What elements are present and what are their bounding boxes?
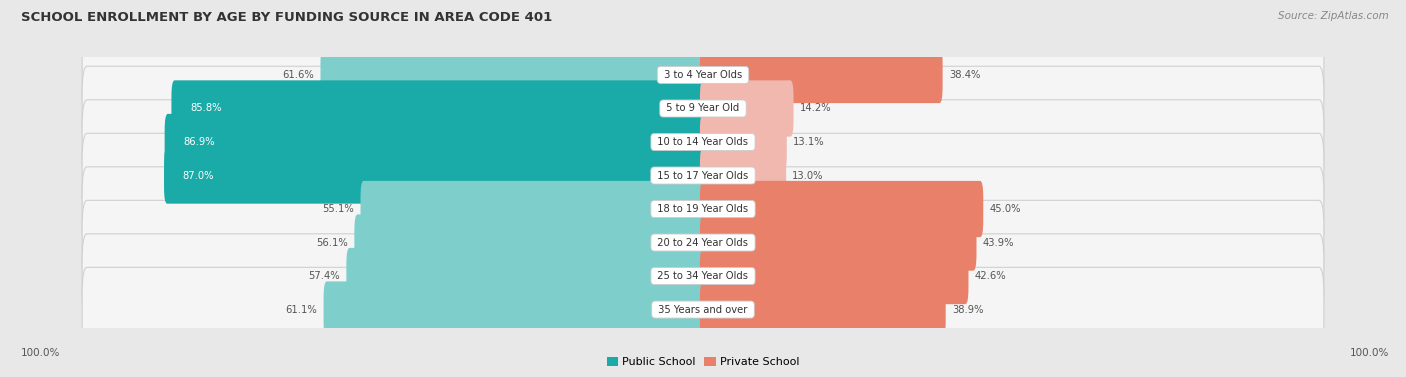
Text: 43.9%: 43.9%	[983, 238, 1014, 248]
Text: Source: ZipAtlas.com: Source: ZipAtlas.com	[1278, 11, 1389, 21]
Text: 61.1%: 61.1%	[285, 305, 318, 314]
FancyBboxPatch shape	[700, 248, 969, 304]
FancyBboxPatch shape	[82, 133, 1324, 218]
FancyBboxPatch shape	[172, 80, 706, 136]
Text: 45.0%: 45.0%	[990, 204, 1021, 214]
Text: 85.8%: 85.8%	[190, 104, 221, 113]
Text: 15 to 17 Year Olds: 15 to 17 Year Olds	[654, 170, 752, 181]
Text: SCHOOL ENROLLMENT BY AGE BY FUNDING SOURCE IN AREA CODE 401: SCHOOL ENROLLMENT BY AGE BY FUNDING SOUR…	[21, 11, 553, 24]
FancyBboxPatch shape	[700, 215, 977, 271]
FancyBboxPatch shape	[700, 281, 946, 338]
Text: 5 to 9 Year Old: 5 to 9 Year Old	[664, 104, 742, 113]
FancyBboxPatch shape	[82, 267, 1324, 352]
FancyBboxPatch shape	[360, 181, 706, 237]
FancyBboxPatch shape	[82, 167, 1324, 251]
FancyBboxPatch shape	[700, 147, 786, 204]
Text: 86.9%: 86.9%	[183, 137, 215, 147]
Text: 57.4%: 57.4%	[308, 271, 340, 281]
Text: 38.9%: 38.9%	[952, 305, 983, 314]
FancyBboxPatch shape	[700, 114, 787, 170]
FancyBboxPatch shape	[82, 33, 1324, 117]
Text: 55.1%: 55.1%	[322, 204, 354, 214]
FancyBboxPatch shape	[165, 114, 706, 170]
Text: 13.0%: 13.0%	[793, 170, 824, 181]
Text: 38.4%: 38.4%	[949, 70, 980, 80]
FancyBboxPatch shape	[700, 181, 983, 237]
Text: 3 to 4 Year Olds: 3 to 4 Year Olds	[661, 70, 745, 80]
Text: 18 to 19 Year Olds: 18 to 19 Year Olds	[654, 204, 752, 214]
Text: 100.0%: 100.0%	[21, 348, 60, 358]
FancyBboxPatch shape	[82, 200, 1324, 285]
FancyBboxPatch shape	[165, 147, 706, 204]
Text: 56.1%: 56.1%	[316, 238, 349, 248]
FancyBboxPatch shape	[82, 66, 1324, 151]
FancyBboxPatch shape	[346, 248, 706, 304]
Text: 13.1%: 13.1%	[793, 137, 824, 147]
Text: 14.2%: 14.2%	[800, 104, 831, 113]
Text: 10 to 14 Year Olds: 10 to 14 Year Olds	[654, 137, 752, 147]
Text: 87.0%: 87.0%	[183, 170, 214, 181]
FancyBboxPatch shape	[82, 100, 1324, 184]
FancyBboxPatch shape	[700, 80, 793, 136]
Text: 100.0%: 100.0%	[1350, 348, 1389, 358]
FancyBboxPatch shape	[82, 234, 1324, 318]
FancyBboxPatch shape	[321, 47, 706, 103]
Legend: Public School, Private School: Public School, Private School	[602, 352, 804, 371]
FancyBboxPatch shape	[354, 215, 706, 271]
FancyBboxPatch shape	[700, 47, 942, 103]
Text: 25 to 34 Year Olds: 25 to 34 Year Olds	[654, 271, 752, 281]
FancyBboxPatch shape	[323, 281, 706, 338]
Text: 20 to 24 Year Olds: 20 to 24 Year Olds	[654, 238, 752, 248]
Text: 35 Years and over: 35 Years and over	[655, 305, 751, 314]
Text: 42.6%: 42.6%	[974, 271, 1007, 281]
Text: 61.6%: 61.6%	[283, 70, 315, 80]
